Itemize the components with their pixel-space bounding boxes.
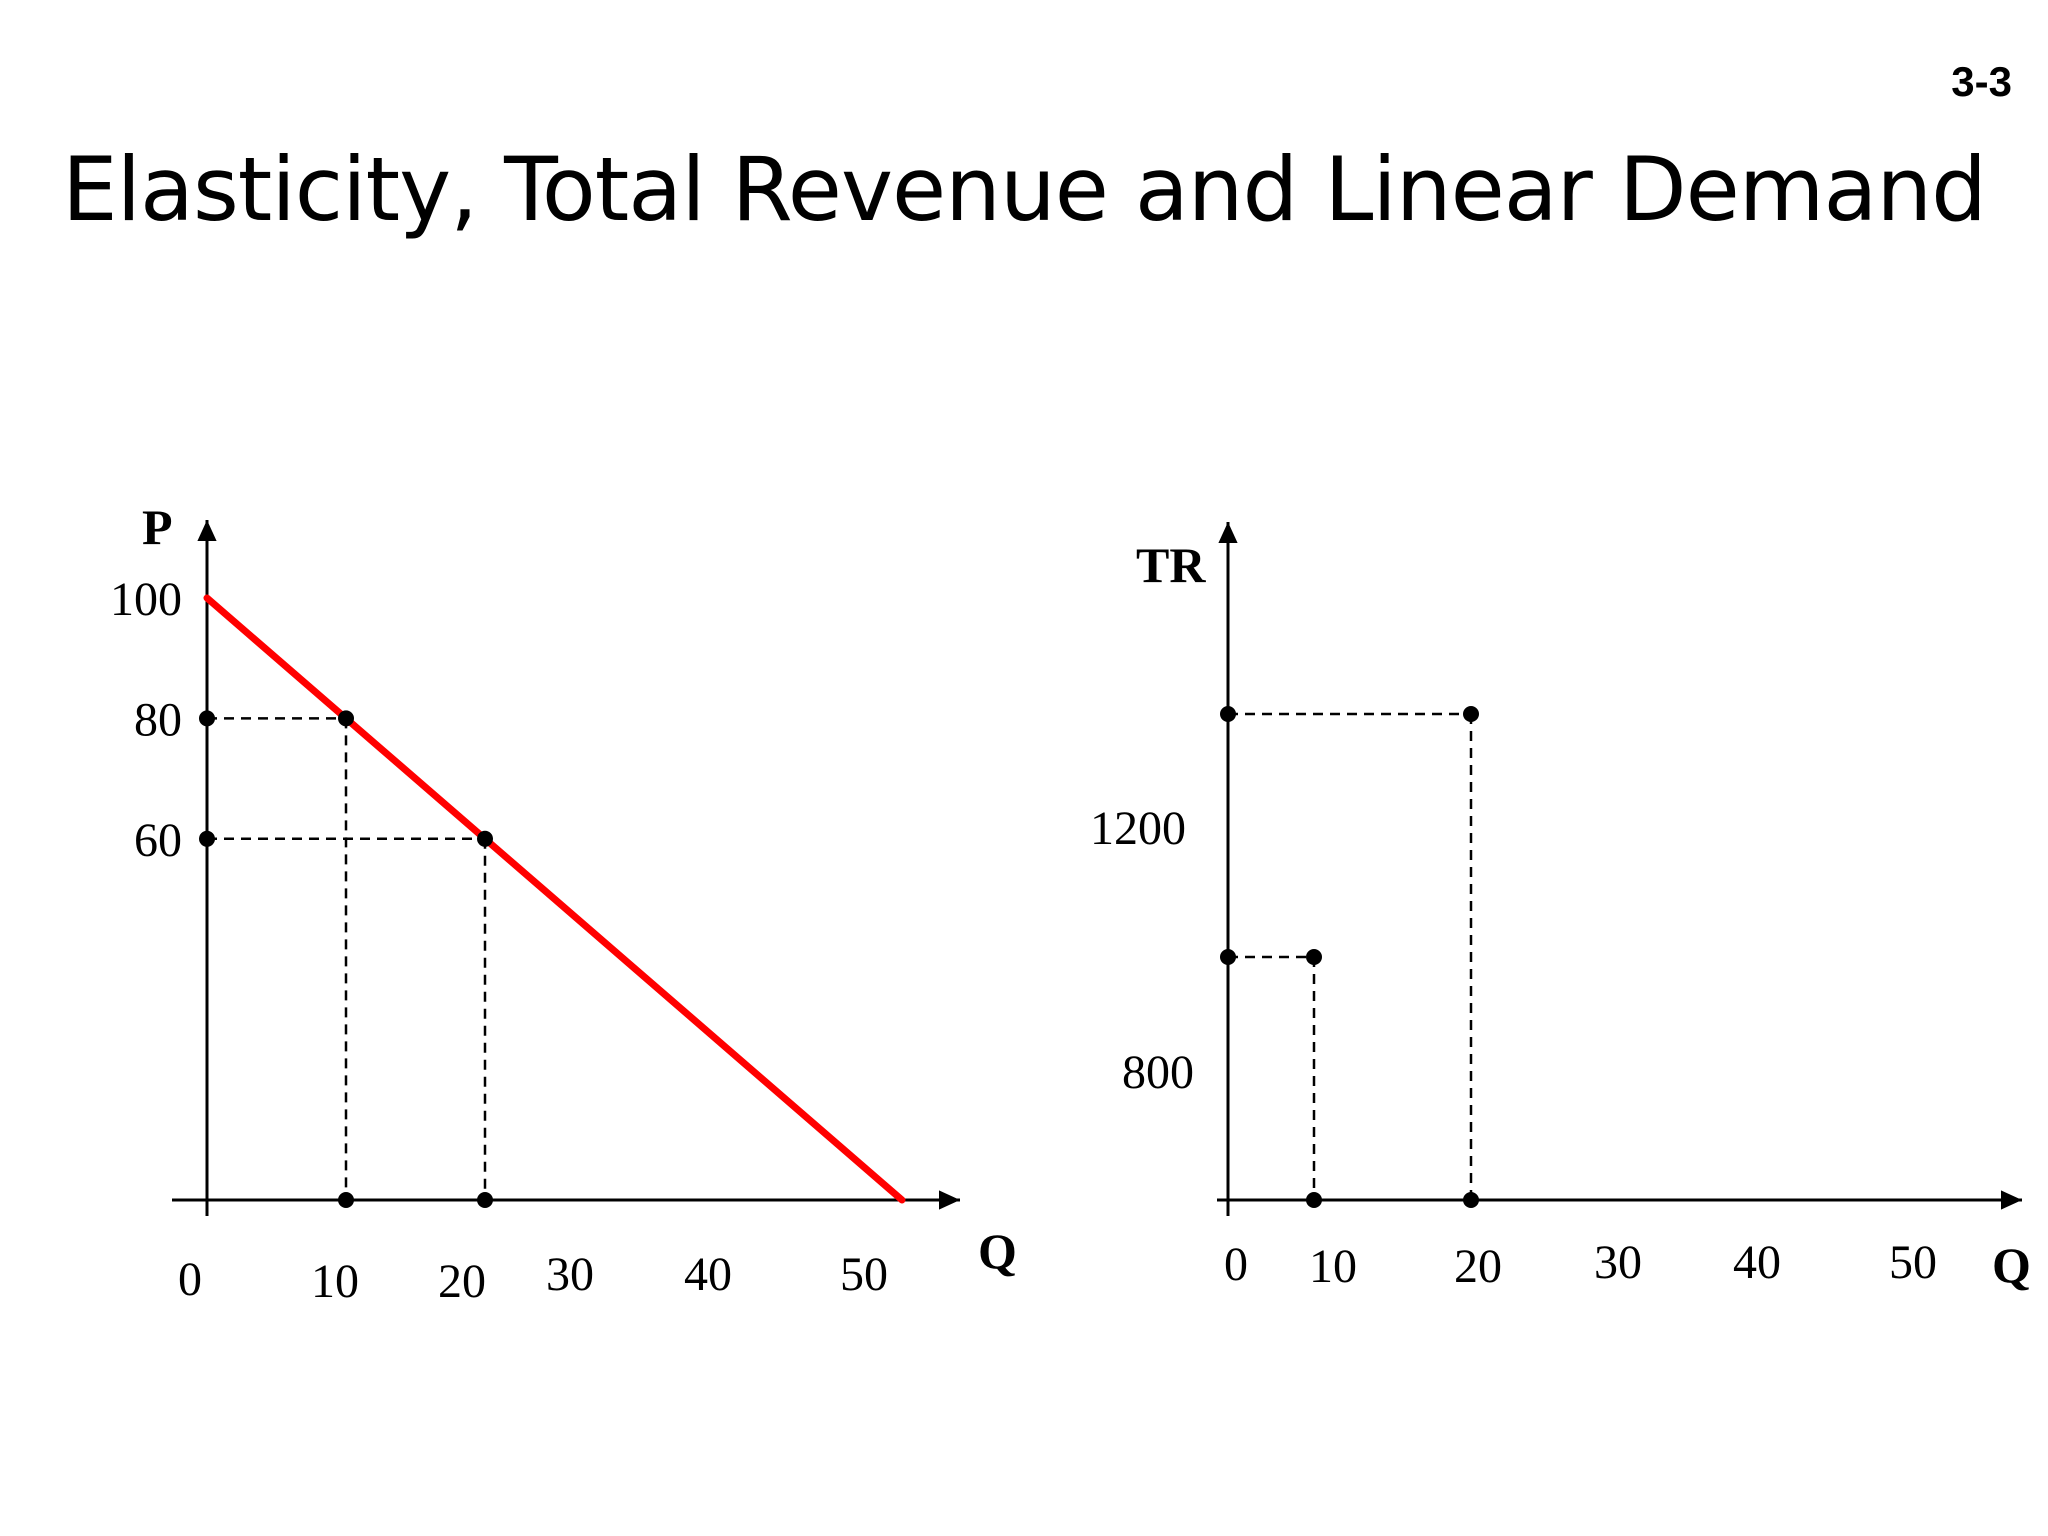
total-revenue-chart: 0 10 20 30 40 50 1200 800 Q TR (1090, 522, 2031, 1293)
demand-x-axis-point (338, 1192, 354, 1208)
demand-y-tick-label: 80 (134, 693, 182, 746)
tr-x-tick-labels: 0 10 20 30 40 50 (1224, 1236, 1937, 1293)
demand-y-axis-point (199, 830, 215, 847)
tr-x-tick-label: 20 (1454, 1240, 1502, 1293)
demand-y-tick-label: 60 (134, 814, 182, 867)
tr-x-axis-point (1463, 1192, 1479, 1208)
demand-y-axis-point (199, 710, 215, 727)
tr-x-axis-point (1306, 1192, 1322, 1208)
demand-x-tick-label: 20 (438, 1255, 486, 1308)
demand-x-tick-label: 40 (684, 1248, 732, 1301)
demand-x-tick-label: 30 (546, 1248, 594, 1301)
demand-y-tick-label: 100 (110, 573, 182, 626)
tr-x-tick-label: 40 (1733, 1236, 1781, 1289)
tr-point (1463, 706, 1479, 722)
tr-y-axis-point (1220, 949, 1236, 965)
tr-y-tick-labels: 1200 800 (1090, 802, 1194, 1099)
tr-y-axis-title: TR (1136, 537, 1206, 593)
tr-x-tick-label: 10 (1309, 1240, 1357, 1293)
tr-y-tick-label: 800 (1122, 1046, 1194, 1099)
demand-curve-point (338, 710, 354, 727)
tr-x-axis-title: Q (1992, 1237, 2031, 1293)
tr-y-tick-label: 1200 (1090, 802, 1186, 855)
demand-x-axis-title: Q (978, 1223, 1017, 1279)
demand-guide-lines (207, 717, 487, 1200)
demand-x-tick-labels: 0 10 20 30 40 50 (178, 1248, 888, 1308)
tr-points (1220, 706, 1479, 1208)
slide-title: Elasticity, Total Revenue and Linear Dem… (61, 138, 1987, 241)
tr-x-tick-label: 50 (1889, 1236, 1937, 1289)
demand-curve-point (477, 830, 493, 847)
demand-x-tick-label: 50 (840, 1248, 888, 1301)
tr-y-axis-point (1220, 706, 1236, 722)
slide-number: 3-3 (1951, 58, 2012, 105)
demand-x-tick-label: 10 (311, 1255, 359, 1308)
demand-curve (203, 594, 906, 1204)
demand-chart: 0 10 20 30 40 50 100 80 60 Q P (110, 499, 1017, 1308)
tr-point (1306, 949, 1322, 965)
tr-x-tick-label: 0 (1224, 1238, 1248, 1291)
demand-x-axis-point (477, 1192, 493, 1208)
demand-x-tick-label: 0 (178, 1253, 202, 1306)
tr-guide-lines (1228, 712, 1473, 1200)
demand-y-axis-title: P (142, 499, 173, 555)
demand-points (199, 710, 493, 1208)
demand-y-tick-labels: 100 80 60 (110, 573, 182, 867)
tr-x-tick-label: 30 (1594, 1236, 1642, 1289)
